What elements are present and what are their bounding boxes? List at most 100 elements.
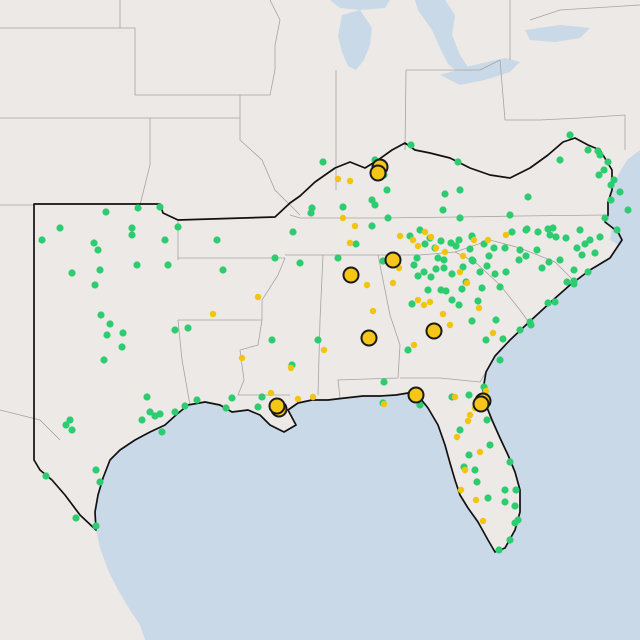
green-site-marker[interactable] bbox=[434, 254, 442, 262]
green-site-marker[interactable] bbox=[62, 421, 70, 429]
green-site-marker[interactable] bbox=[424, 286, 432, 294]
green-site-marker[interactable] bbox=[454, 158, 462, 166]
green-site-marker[interactable] bbox=[118, 343, 126, 351]
green-site-marker[interactable] bbox=[289, 228, 297, 236]
yellow-site-marker[interactable] bbox=[334, 175, 342, 183]
green-site-marker[interactable] bbox=[314, 336, 322, 344]
green-site-marker[interactable] bbox=[133, 261, 141, 269]
yellow-site-marker[interactable] bbox=[472, 496, 480, 504]
yellow-site-marker[interactable] bbox=[320, 346, 328, 354]
green-site-marker[interactable] bbox=[613, 226, 621, 234]
green-site-marker[interactable] bbox=[501, 498, 509, 506]
green-site-marker[interactable] bbox=[596, 151, 604, 159]
yellow-site-marker[interactable] bbox=[484, 236, 492, 244]
green-site-marker[interactable] bbox=[68, 269, 76, 277]
green-site-marker[interactable] bbox=[368, 196, 376, 204]
green-site-marker[interactable] bbox=[307, 209, 315, 217]
green-site-marker[interactable] bbox=[268, 336, 276, 344]
green-site-marker[interactable] bbox=[171, 326, 179, 334]
green-site-marker[interactable] bbox=[416, 226, 424, 234]
green-site-marker[interactable] bbox=[570, 266, 578, 274]
yellow-site-marker[interactable] bbox=[267, 389, 275, 397]
green-site-marker[interactable] bbox=[485, 252, 493, 260]
yellow-site-marker[interactable] bbox=[389, 279, 397, 287]
yellow-site-marker[interactable] bbox=[238, 354, 246, 362]
green-site-marker[interactable] bbox=[90, 239, 98, 247]
green-site-marker[interactable] bbox=[421, 240, 429, 248]
green-site-marker[interactable] bbox=[473, 478, 481, 486]
green-site-marker[interactable] bbox=[128, 224, 136, 232]
green-site-marker[interactable] bbox=[66, 416, 74, 424]
green-site-marker[interactable] bbox=[106, 320, 114, 328]
green-site-marker[interactable] bbox=[456, 426, 464, 434]
green-site-marker[interactable] bbox=[501, 486, 509, 494]
yellow-site-marker[interactable] bbox=[502, 231, 510, 239]
green-site-marker[interactable] bbox=[533, 246, 541, 254]
green-site-marker[interactable] bbox=[482, 336, 490, 344]
green-site-marker[interactable] bbox=[506, 536, 514, 544]
green-site-marker[interactable] bbox=[566, 131, 574, 139]
yellow-site-marker[interactable] bbox=[439, 310, 447, 318]
green-site-marker[interactable] bbox=[624, 206, 632, 214]
green-site-marker[interactable] bbox=[538, 264, 546, 272]
yellow-site-marker[interactable] bbox=[409, 236, 417, 244]
green-site-marker[interactable] bbox=[601, 214, 609, 222]
green-site-marker[interactable] bbox=[492, 316, 500, 324]
green-site-marker[interactable] bbox=[156, 203, 164, 211]
green-site-marker[interactable] bbox=[496, 283, 504, 291]
green-site-marker[interactable] bbox=[502, 268, 510, 276]
yellow-site-marker[interactable] bbox=[457, 486, 465, 494]
yellow-site-marker[interactable] bbox=[426, 298, 434, 306]
green-site-marker[interactable] bbox=[468, 256, 476, 264]
green-site-marker[interactable] bbox=[448, 270, 456, 278]
green-site-marker[interactable] bbox=[478, 284, 486, 292]
green-site-marker[interactable] bbox=[610, 176, 618, 184]
yellow-site-marker[interactable] bbox=[479, 517, 487, 525]
green-site-marker[interactable] bbox=[72, 514, 80, 522]
green-site-marker[interactable] bbox=[119, 329, 127, 337]
green-site-marker[interactable] bbox=[522, 252, 530, 260]
yellow-site-marker[interactable] bbox=[456, 268, 464, 276]
green-site-marker[interactable] bbox=[552, 233, 560, 241]
green-site-marker[interactable] bbox=[427, 273, 435, 281]
green-site-marker[interactable] bbox=[437, 237, 445, 245]
green-site-marker[interactable] bbox=[384, 214, 392, 222]
green-site-marker[interactable] bbox=[440, 264, 448, 272]
green-site-marker[interactable] bbox=[432, 265, 440, 273]
yellow-site-marker[interactable] bbox=[451, 393, 459, 401]
major-site-marker[interactable] bbox=[425, 322, 443, 340]
green-site-marker[interactable] bbox=[474, 297, 482, 305]
green-site-marker[interactable] bbox=[515, 256, 523, 264]
green-site-marker[interactable] bbox=[103, 331, 111, 339]
green-site-marker[interactable] bbox=[484, 494, 492, 502]
green-site-marker[interactable] bbox=[181, 402, 189, 410]
green-site-marker[interactable] bbox=[96, 266, 104, 274]
green-site-marker[interactable] bbox=[527, 321, 535, 329]
green-site-marker[interactable] bbox=[404, 346, 412, 354]
green-site-marker[interactable] bbox=[516, 326, 524, 334]
green-site-marker[interactable] bbox=[544, 299, 552, 307]
green-site-marker[interactable] bbox=[576, 226, 584, 234]
green-site-marker[interactable] bbox=[607, 196, 615, 204]
green-site-marker[interactable] bbox=[486, 441, 494, 449]
green-site-marker[interactable] bbox=[495, 546, 503, 554]
green-site-marker[interactable] bbox=[339, 203, 347, 211]
green-site-marker[interactable] bbox=[228, 394, 236, 402]
green-site-marker[interactable] bbox=[456, 214, 464, 222]
green-site-marker[interactable] bbox=[578, 251, 586, 259]
major-site-marker[interactable] bbox=[268, 397, 286, 415]
green-site-marker[interactable] bbox=[511, 519, 519, 527]
yellow-site-marker[interactable] bbox=[482, 387, 490, 395]
green-site-marker[interactable] bbox=[471, 466, 479, 474]
green-site-marker[interactable] bbox=[319, 158, 327, 166]
green-site-marker[interactable] bbox=[458, 285, 466, 293]
yellow-site-marker[interactable] bbox=[287, 364, 295, 372]
green-site-marker[interactable] bbox=[271, 254, 279, 262]
green-site-marker[interactable] bbox=[524, 193, 532, 201]
green-site-marker[interactable] bbox=[534, 228, 542, 236]
green-site-marker[interactable] bbox=[441, 190, 449, 198]
yellow-site-marker[interactable] bbox=[421, 228, 429, 236]
green-site-marker[interactable] bbox=[508, 228, 516, 236]
green-site-marker[interactable] bbox=[549, 224, 557, 232]
green-site-marker[interactable] bbox=[563, 278, 571, 286]
